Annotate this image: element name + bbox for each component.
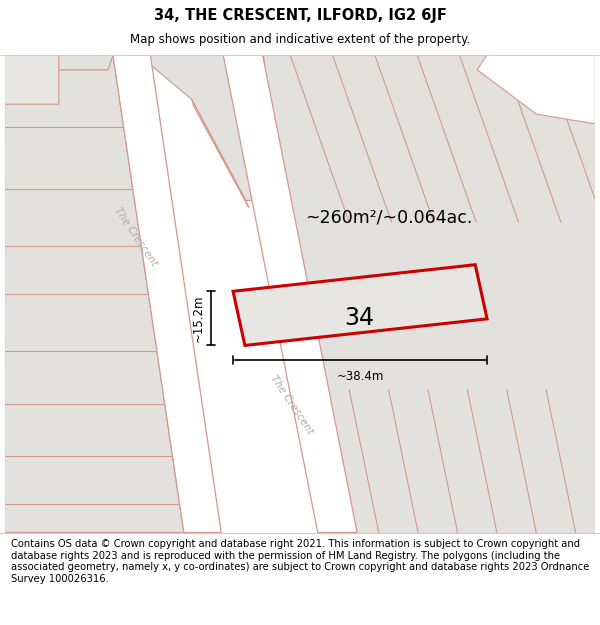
Polygon shape <box>5 55 113 104</box>
Polygon shape <box>5 55 184 532</box>
Polygon shape <box>5 55 151 149</box>
Text: Map shows position and indicative extent of the property.: Map shows position and indicative extent… <box>130 33 470 46</box>
Polygon shape <box>5 55 98 149</box>
Polygon shape <box>59 55 113 70</box>
Polygon shape <box>5 55 184 532</box>
Text: The Crescent: The Crescent <box>269 373 316 436</box>
Polygon shape <box>113 55 221 532</box>
Polygon shape <box>233 265 487 346</box>
Polygon shape <box>192 99 249 208</box>
Polygon shape <box>477 55 595 124</box>
Text: 34: 34 <box>344 306 374 330</box>
Polygon shape <box>223 55 357 532</box>
Polygon shape <box>151 55 280 201</box>
Text: ~38.4m: ~38.4m <box>337 370 384 383</box>
Text: ~15.2m: ~15.2m <box>191 294 205 342</box>
Text: Contains OS data © Crown copyright and database right 2021. This information is : Contains OS data © Crown copyright and d… <box>11 539 589 584</box>
Text: The Crescent: The Crescent <box>112 206 159 268</box>
Text: 34, THE CRESCENT, ILFORD, IG2 6JF: 34, THE CRESCENT, ILFORD, IG2 6JF <box>154 8 446 23</box>
Text: ~260m²/~0.064ac.: ~260m²/~0.064ac. <box>305 209 472 226</box>
Polygon shape <box>263 55 595 532</box>
